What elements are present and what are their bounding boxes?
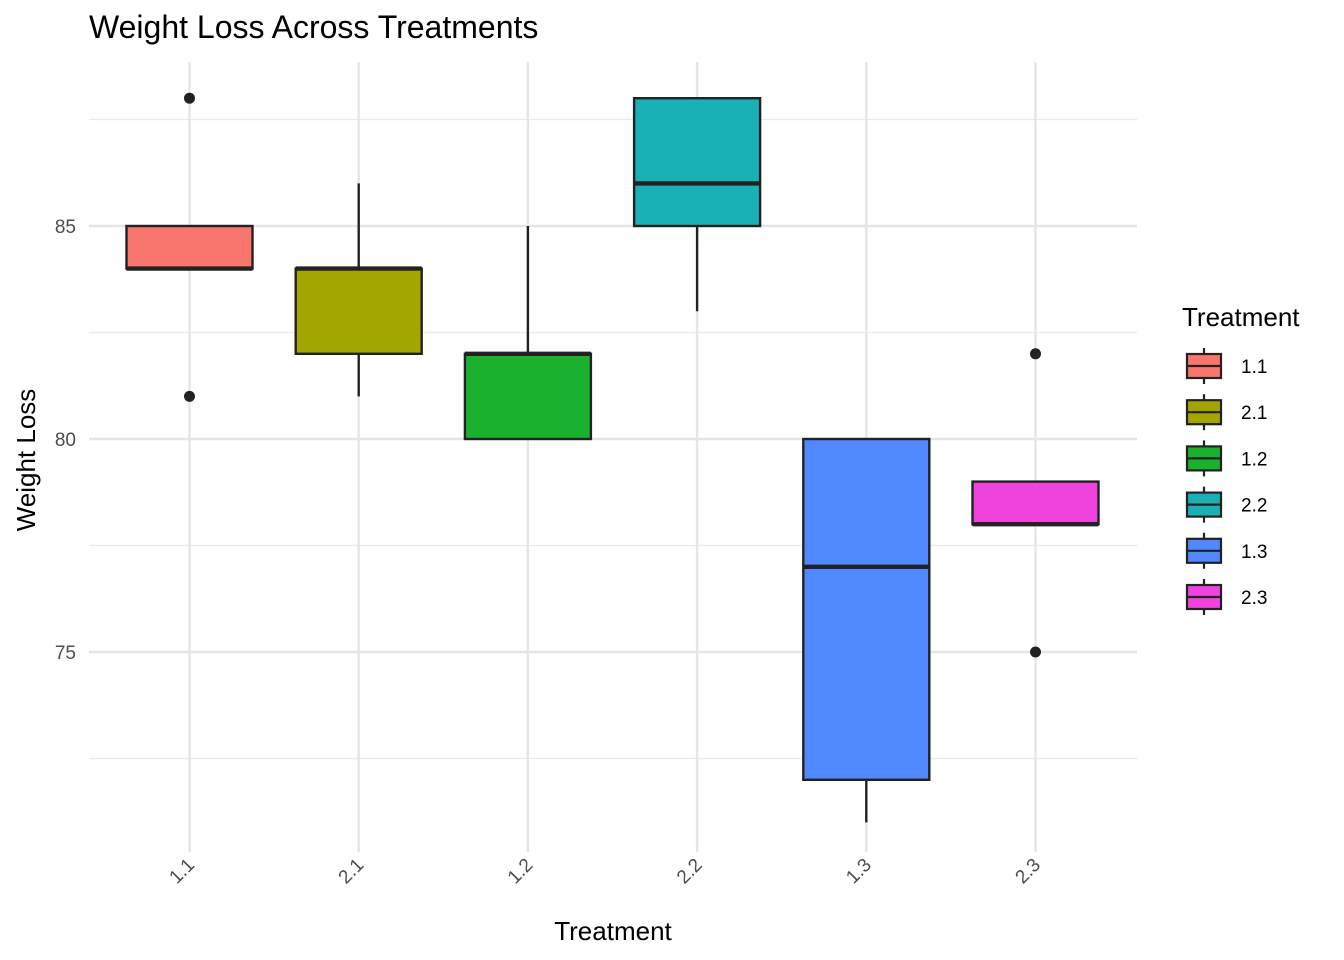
box-body (125, 224, 254, 270)
legend-item-2.2: 2.2 (1185, 486, 1267, 523)
legend-item-1.2: 1.2 (1185, 440, 1267, 477)
chart-title: Weight Loss Across Treatments (89, 9, 538, 45)
legend-items: 1.1 2.1 1.2 2.2 1.3 2.3 (1185, 348, 1267, 615)
box-body (971, 480, 1100, 526)
legend-label: 1.3 (1241, 542, 1267, 563)
outlier-point (1030, 646, 1041, 658)
outlier-point (184, 390, 195, 402)
x-tick-label: 2.1 (335, 855, 369, 889)
legend-title: Treatment (1182, 302, 1300, 332)
legend-item-1.1: 1.1 (1185, 348, 1267, 384)
legend-label: 2.3 (1241, 588, 1267, 609)
y-axis-title: Weight Loss (11, 389, 41, 532)
legend: Treatment 1.1 2.1 1.2 2.2 1.3 2.3 (1182, 302, 1300, 615)
legend-label: 1.2 (1241, 449, 1267, 470)
x-tick-label: 1.2 (504, 855, 538, 889)
box-2.2 (632, 96, 762, 312)
box-series (125, 92, 1100, 823)
box-2.3 (971, 348, 1100, 658)
legend-label: 1.1 (1241, 357, 1267, 378)
grid-lines (89, 62, 1137, 852)
legend-item-2.1: 2.1 (1185, 394, 1267, 431)
box-body (632, 96, 762, 228)
outlier-point (184, 92, 195, 104)
x-axis-tick-labels: 1.1 2.1 1.2 2.2 1.3 2.3 (166, 855, 1046, 889)
x-tick-label: 1.1 (166, 855, 200, 889)
outlier-point (1030, 348, 1041, 360)
box-1.2 (463, 226, 593, 441)
y-tick-label: 75 (55, 643, 76, 664)
y-tick-label: 80 (55, 430, 76, 451)
x-tick-label: 2.2 (673, 855, 707, 889)
box-1.1 (125, 92, 254, 402)
x-tick-label: 2.3 (1012, 855, 1046, 889)
legend-item-1.3: 1.3 (1185, 532, 1267, 569)
legend-label: 2.2 (1241, 496, 1267, 517)
box-body (463, 352, 593, 441)
box-body (802, 437, 931, 781)
legend-item-2.3: 2.3 (1185, 579, 1267, 615)
y-axis-tick-labels: 75 80 85 (55, 217, 76, 664)
x-axis-title: Treatment (554, 916, 672, 946)
y-tick-label: 85 (55, 217, 76, 238)
x-tick-label: 1.3 (842, 855, 876, 889)
box-1.3 (802, 437, 931, 823)
legend-label: 2.1 (1241, 403, 1267, 424)
box-body (294, 267, 423, 356)
box-2.1 (294, 183, 423, 397)
